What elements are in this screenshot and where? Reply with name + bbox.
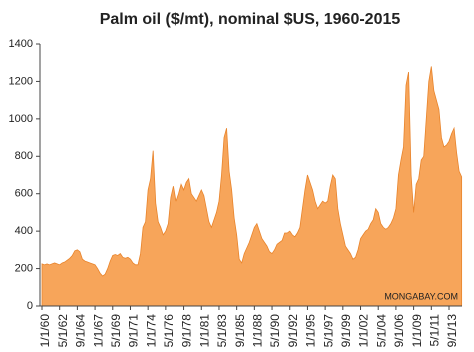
x-tick-label: 1/1/88 [251, 314, 265, 348]
x-tick-label: 5/1/11 [427, 314, 441, 347]
y-tick-label: 400 [15, 225, 33, 237]
area [41, 66, 463, 307]
x-tick-label: 1/1/09 [410, 314, 424, 348]
x-tick-label: 9/1/64 [74, 314, 88, 348]
x-tick-label: 9/1/06 [392, 314, 406, 348]
x-tick-label: 1/1/60 [38, 314, 52, 348]
x-tick-label: 9/1/71 [127, 314, 141, 348]
x-tick-label: 5/1/69 [109, 314, 123, 348]
y-tick-label: 800 [15, 150, 33, 162]
x-tick-label: 1/1/95 [304, 314, 318, 348]
y-tick-label: 600 [15, 188, 33, 200]
chart-title: Palm oil ($/mt), nominal $US, 1960-2015 [100, 11, 401, 28]
y-tick-label: 200 [15, 262, 33, 274]
x-tick-label: 5/1/83 [215, 314, 229, 348]
y-tick-label: 1200 [9, 75, 33, 87]
x-tick-label: 1/1/74 [144, 314, 158, 348]
x-tick-label: 5/1/90 [268, 314, 282, 348]
x-tick-label: 1/1/02 [357, 314, 371, 348]
x-tick-label: 5/1/62 [56, 314, 70, 348]
x-tick-label: 9/1/92 [286, 314, 300, 348]
x-tick-label: 5/1/76 [162, 314, 176, 348]
x-tick-label: 1/1/81 [197, 314, 211, 348]
watermark: MONGABAY.COM [384, 291, 458, 301]
x-tick-label: 5/1/97 [321, 314, 335, 348]
x-tick-label: 5/1/04 [374, 314, 388, 348]
y-tick-label: 1000 [9, 113, 33, 125]
y-tick-label: 0 [27, 300, 33, 312]
y-tick-label: 1400 [9, 38, 33, 50]
x-tick-label: 1/1/67 [91, 314, 105, 348]
x-tick-label: 9/1/99 [339, 314, 353, 348]
x-tick-label: 9/1/13 [445, 314, 459, 348]
x-tick-label: 9/1/78 [180, 314, 194, 348]
x-tick-label: 9/1/85 [233, 314, 247, 348]
